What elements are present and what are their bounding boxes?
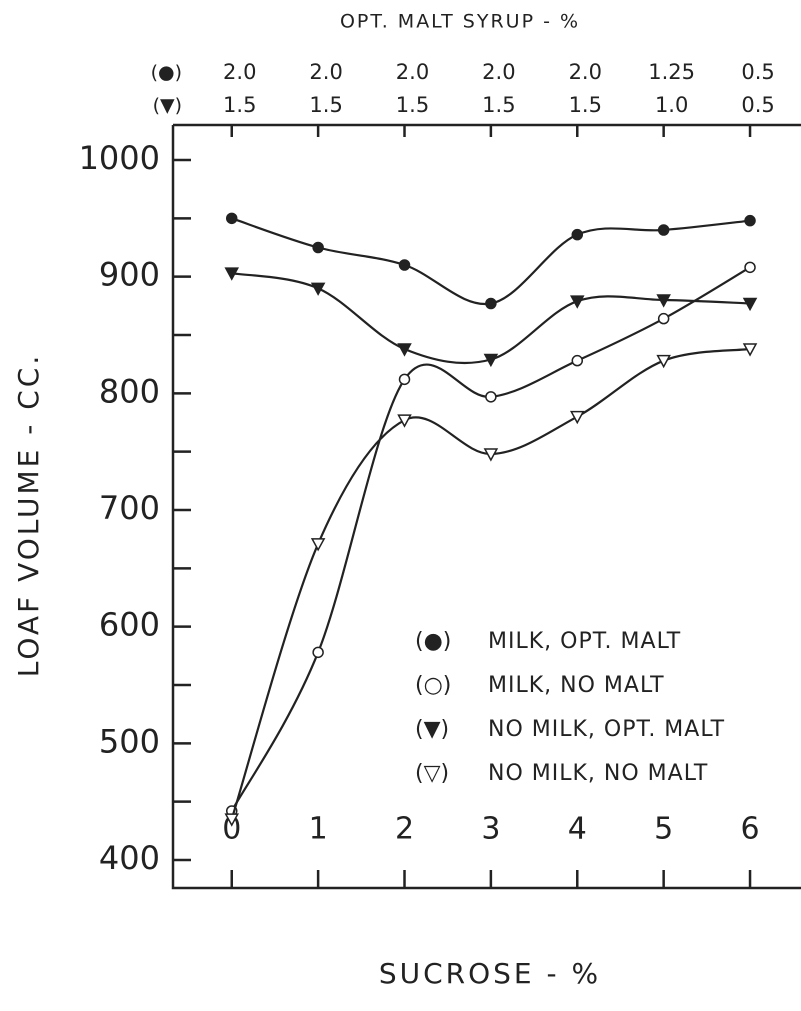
top-tick-label: 2.0 [396,60,429,84]
point [744,261,756,274]
x-tick-label: 1 [309,812,328,847]
y-tick-label: 900 [99,256,160,294]
point [657,224,670,236]
legend-symbol: (▽) [415,761,449,786]
top-tick-label: 2.0 [482,60,515,84]
point [485,297,497,310]
point [398,259,411,271]
y-axis-label: LOAF VOLUME - CC. [12,353,45,677]
point [398,373,411,386]
x-tick-label: 5 [654,812,673,847]
legend-symbol: (○) [415,673,451,698]
x-tick-label: 4 [568,812,587,847]
top-tick-label: 1.0 [655,93,688,117]
series-line [230,347,751,820]
point [742,343,758,357]
point [483,353,499,368]
point [397,343,412,357]
top-tick-label: 1.25 [648,60,695,84]
point [310,282,326,296]
series-line [231,217,751,306]
series-line [231,272,751,365]
axes [171,123,801,890]
y-tick-label: 800 [99,372,160,410]
top-tick-label: 1.5 [482,93,515,117]
point [485,391,497,403]
point [483,448,499,462]
x-tick-label: 2 [395,812,414,847]
point [656,354,671,369]
point [312,241,324,254]
legend-label: NO MILK, OPT. MALT [488,717,725,742]
point [570,410,585,425]
legend-symbol: (●) [415,629,451,654]
legend-label: MILK, OPT. MALT [488,629,681,654]
legend-symbol: (▼) [415,717,449,742]
y-tick-label: 600 [99,606,160,644]
top-tick-label: 1.5 [396,93,429,117]
point [312,646,324,659]
point [225,212,238,225]
top-tick-label: 2.0 [223,60,256,84]
point [742,297,758,312]
point [224,267,240,281]
legend-label: MILK, NO MALT [488,673,665,698]
top-row-prefix: (●) [151,62,182,84]
point [571,228,584,241]
top-tick-label: 2.0 [569,60,602,84]
point [657,312,670,325]
point [397,414,412,428]
point [571,354,584,367]
y-tick-label: 1000 [79,139,160,177]
point [224,813,240,827]
x-axis-label: SUCROSE - % [379,957,601,990]
top-axis-title: OPT. MALT SYRUP - % [340,11,580,33]
top-tick-label: 0.5 [741,60,774,84]
y-tick-label: 400 [99,839,160,877]
top-row-prefix: (▼) [153,95,182,117]
y-tick-label: 500 [99,722,160,760]
top-tick-label: 1.5 [223,93,256,117]
point [310,538,326,552]
top-tick-label: 1.5 [569,93,602,117]
top-tick-label: 0.5 [741,93,774,117]
x-tick-label: 6 [740,812,759,847]
x-tick-label: 3 [481,812,500,847]
point [744,214,756,227]
point [656,294,671,308]
x-tick-label: 0 [222,812,241,847]
y-tick-label: 700 [99,489,160,527]
legend-label: NO MILK, NO MALT [488,761,708,786]
point [570,295,585,309]
top-tick-label: 2.0 [309,60,342,84]
top-tick-label: 1.5 [309,93,342,117]
